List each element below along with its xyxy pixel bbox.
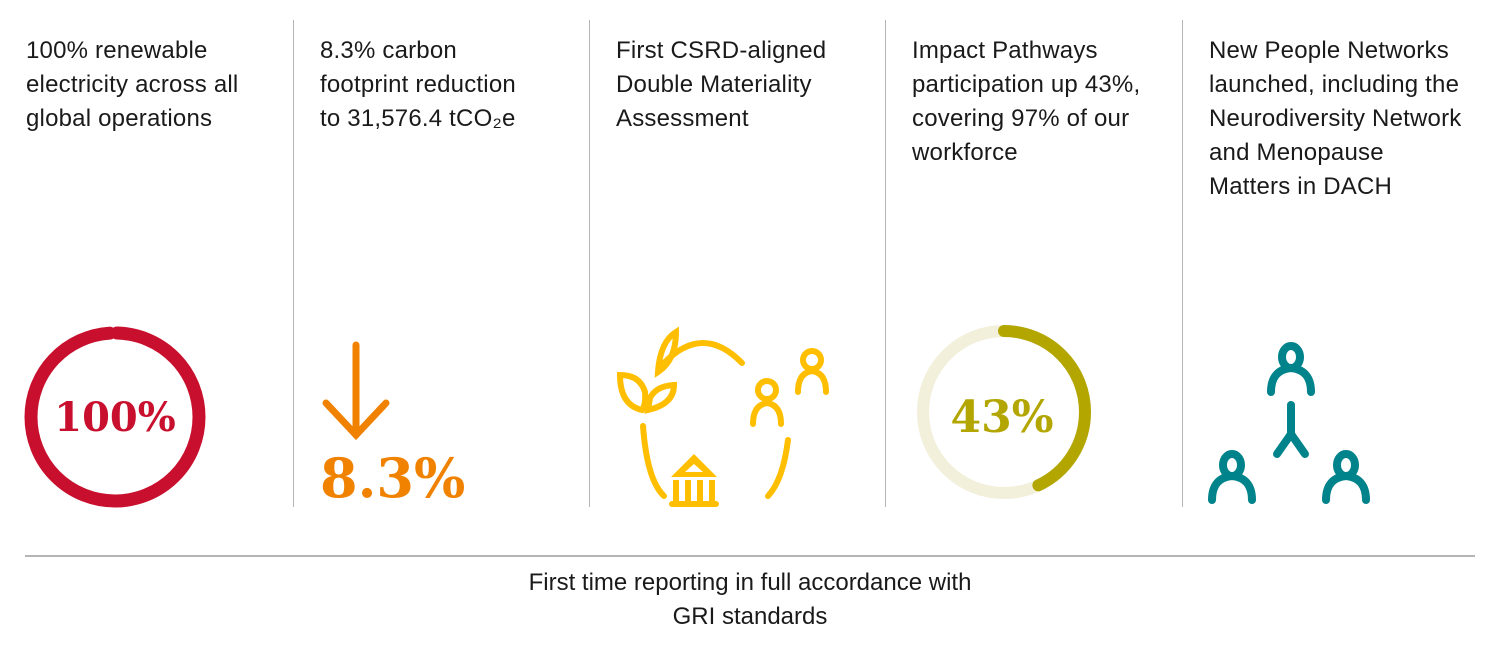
- highlight-renewable: 100% renewable electricity across all gl…: [0, 20, 296, 508]
- carbon-figure: 8.3%: [320, 446, 465, 510]
- highlight-text: First CSRD-aligned Double Materiality As…: [616, 37, 827, 132]
- highlight-text: 100% renewable electricity across all gl…: [26, 37, 239, 132]
- renewable-figure: 100%: [54, 394, 176, 441]
- arrow-down-icon: 8.3%: [320, 341, 465, 510]
- impact-figure: 43%: [950, 392, 1053, 443]
- people-network-icon: [1208, 342, 1370, 504]
- progress-ring-icon: 43%: [917, 325, 1091, 499]
- highlight-materiality: First CSRD-aligned Double Materiality As…: [589, 20, 886, 507]
- highlight-text: 8.3% carbon footprint reduction to 31,57…: [320, 37, 516, 132]
- highlight-people-networks: New People Networks launched, including …: [1182, 20, 1479, 507]
- highlight-text: New People Networks launched, including …: [1209, 37, 1462, 200]
- footer-note: First time reporting in full accordance …: [528, 569, 972, 630]
- materiality-cycle-icon: [616, 326, 829, 507]
- highlight-text: Impact Pathways participation up 43%, co…: [912, 37, 1141, 166]
- highlight-impact-pathways: Impact Pathways participation up 43%, co…: [885, 20, 1182, 507]
- divider: [25, 555, 1475, 557]
- progress-ring-icon: 100%: [24, 326, 206, 508]
- highlight-carbon: 8.3% carbon footprint reduction to 31,57…: [293, 20, 590, 510]
